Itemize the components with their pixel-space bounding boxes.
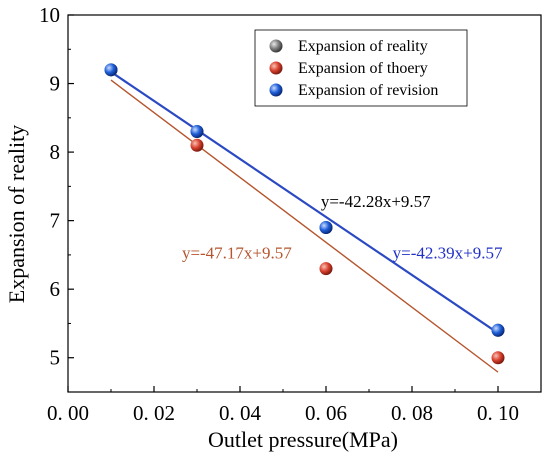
x-tick-label: 0. 00 <box>47 401 89 425</box>
data-point-series-2 <box>190 138 204 152</box>
data-point-series-3 <box>491 323 505 337</box>
legend-marker-1 <box>269 39 283 53</box>
plot-frame <box>67 14 542 393</box>
fit-equation-2: y=-47.17x+9.57 <box>182 243 292 262</box>
legend-label-2: Expansion of thoery <box>298 60 428 77</box>
x-axis-title: Outlet pressure(MPa) <box>208 427 398 452</box>
legend-box <box>254 29 468 107</box>
data-point-series-2 <box>491 351 505 365</box>
y-tick-label: 8 <box>50 140 61 164</box>
fit-line-2 <box>110 70 499 334</box>
data-points <box>104 63 505 365</box>
fit-equation-1: y=-42.28x+9.57 <box>321 192 431 211</box>
legend-label-1: Expansion of reality <box>298 38 428 55</box>
legend-marker-3 <box>269 83 283 97</box>
y-tick-label: 7 <box>50 209 61 233</box>
data-point-series-3 <box>190 125 204 139</box>
y-tick-label: 6 <box>50 277 61 301</box>
data-point-series-2 <box>319 262 333 276</box>
legend-marker-2 <box>269 61 283 75</box>
x-tick-label: 0. 04 <box>219 401 262 425</box>
fit-equations: y=-42.28x+9.57 y=-47.17x+9.57 y=-42.39x+9.… <box>182 192 503 262</box>
axes: 0. 00 0. 02 0. 04 0. 06 0. 08 0. 10 5 6 7 8 9 10 <box>39 3 542 425</box>
legend: Expansion of reality Expansion of thoery E… <box>254 29 468 107</box>
x-tick-label: 0. 02 <box>133 401 175 425</box>
x-tick-label: 0. 08 <box>391 401 433 425</box>
data-point-series-3 <box>319 220 333 234</box>
fit-lines <box>110 70 499 373</box>
legend-label-3: Expansion of revision <box>298 82 438 99</box>
y-tick-label: 9 <box>50 72 61 96</box>
y-tick-label: 10 <box>39 3 60 27</box>
fit-line-1 <box>110 79 499 373</box>
x-tick-label: 0. 06 <box>305 401 347 425</box>
x-tick-label: 0. 10 <box>477 401 519 425</box>
y-axis-title: Expansion of reality <box>4 125 29 303</box>
fit-equation-3: y=-42.39x+9.57 <box>393 243 503 262</box>
data-point-series-3 <box>104 63 118 77</box>
y-tick-label: 5 <box>50 346 61 370</box>
